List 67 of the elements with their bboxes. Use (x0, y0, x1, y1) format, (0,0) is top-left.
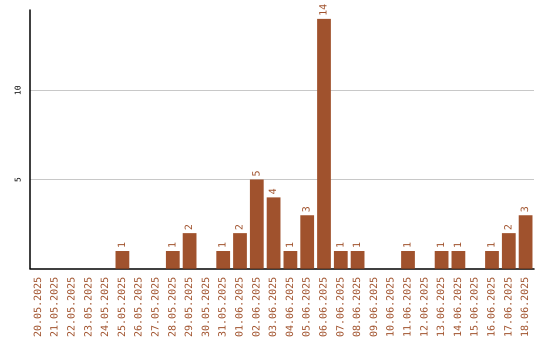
bar (250, 180, 264, 269)
bar (485, 250, 499, 269)
x-tick-label: 25.05.2025 (116, 276, 128, 338)
data-label: 1 (335, 242, 346, 248)
bar (350, 250, 364, 269)
data-label: 1 (402, 242, 414, 248)
bar (317, 18, 331, 269)
x-tick-label: 30.05.2025 (200, 276, 212, 338)
bar (266, 197, 280, 269)
bar (452, 250, 466, 269)
data-label: 3 (302, 206, 313, 212)
data-label: 1 (352, 242, 364, 248)
data-label: 1 (116, 242, 128, 248)
data-label: 3 (520, 206, 532, 212)
x-tick-label: 06.06.2025 (318, 276, 330, 338)
data-label: 1 (218, 242, 229, 248)
x-tick-label: 18.06.2025 (520, 276, 532, 338)
x-tick-label: 01.06.2025 (234, 276, 246, 338)
x-tick-label: 20.05.2025 (32, 276, 44, 338)
data-label: 5 (251, 170, 262, 177)
x-tick-label: 21.05.2025 (50, 276, 61, 338)
bar (216, 250, 230, 269)
data-label: 2 (503, 224, 514, 230)
x-tick-label: 14.06.2025 (452, 276, 464, 338)
x-tick-label: 05.06.2025 (302, 276, 313, 338)
data-label: 1 (436, 242, 448, 248)
x-tick-label: 31.05.2025 (218, 276, 229, 338)
x-tick-label: 10.06.2025 (386, 276, 397, 338)
x-tick-label: 09.06.2025 (368, 276, 380, 338)
data-label: 2 (184, 224, 196, 230)
x-tick-label: 26.05.2025 (134, 276, 145, 338)
x-tick-label: 23.05.2025 (83, 276, 94, 338)
bar (116, 250, 130, 269)
x-tick-label: 13.06.2025 (436, 276, 448, 338)
x-tick-label: 16.06.2025 (486, 276, 498, 338)
x-tick-label: 29.05.2025 (184, 276, 196, 338)
bar (300, 215, 314, 269)
data-label: 1 (452, 242, 464, 248)
data-label: 1 (167, 242, 178, 248)
bar (233, 233, 247, 269)
x-tick-label: 24.05.2025 (100, 276, 112, 338)
bar (434, 250, 448, 269)
x-tick-label: 12.06.2025 (419, 276, 430, 338)
y-tick-label: 10 (14, 85, 22, 96)
data-label: 2 (234, 224, 246, 230)
x-tick-label: 11.06.2025 (402, 276, 414, 338)
bar (182, 233, 196, 269)
bar (284, 250, 298, 269)
x-tick-label: 04.06.2025 (284, 276, 296, 338)
x-tick-label: 22.05.2025 (66, 276, 78, 338)
x-tick-label: 03.06.2025 (268, 276, 280, 338)
x-tick-label: 15.06.2025 (470, 276, 481, 338)
x-tick-label: 27.05.2025 (150, 276, 162, 338)
data-label: 14 (318, 4, 330, 16)
data-label: 1 (284, 242, 296, 248)
data-label: 1 (486, 242, 498, 248)
bar (502, 233, 516, 269)
bar (518, 215, 532, 269)
x-tick-label: 02.06.2025 (251, 276, 262, 338)
bar (166, 250, 180, 269)
x-tick-label: 07.06.2025 (335, 276, 346, 338)
bar (401, 250, 415, 269)
x-tick-label: 28.05.2025 (167, 276, 178, 338)
data-label: 4 (268, 188, 280, 194)
bar (334, 250, 348, 269)
x-tick-label: 08.06.2025 (352, 276, 364, 338)
x-tick-label: 17.06.2025 (503, 276, 514, 338)
